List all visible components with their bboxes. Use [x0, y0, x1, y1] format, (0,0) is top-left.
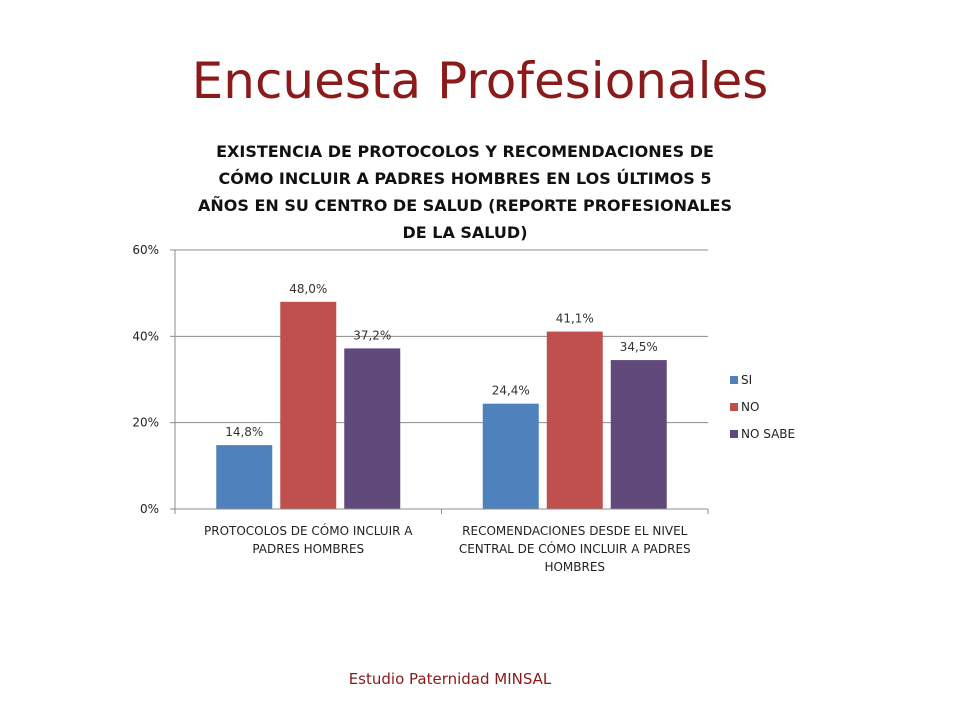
- legend-label: SI: [741, 373, 752, 387]
- footer-text: Estudio Paternidad MINSAL: [348, 670, 552, 688]
- axes: 0% 20% 40% 60% PROTOCOLOS DE CÓMO INCLUIR A P…: [132, 243, 709, 574]
- x-category-label: HOMBRES: [544, 560, 605, 574]
- x-category-label: CENTRAL DE CÓMO INCLUIR A PADRES: [459, 541, 691, 556]
- y-tick-label: 0%: [140, 502, 159, 516]
- data-labels: 14,8% 48,0% 37,2% 24,4% 41,1% 34,5%: [225, 282, 658, 439]
- x-category-label: PROTOCOLOS DE CÓMO INCLUIR A: [204, 523, 413, 538]
- bar-no-1: [280, 301, 337, 509]
- y-tick-label: 60%: [132, 243, 159, 257]
- chart-title: EXISTENCIA DE PROTOCOLOS Y RECOMENDACION…: [198, 142, 732, 242]
- legend-label: NO: [741, 400, 759, 414]
- data-label: 37,2%: [353, 328, 391, 342]
- bar-si-1: [216, 445, 273, 509]
- legend-label: NO SABE: [741, 427, 795, 441]
- data-label: 14,8%: [225, 425, 263, 439]
- bar-no-sabe-1: [344, 348, 401, 509]
- slide-title: Encuesta Profesionales: [191, 52, 769, 110]
- bars: [216, 301, 667, 509]
- data-label: 48,0%: [289, 282, 327, 296]
- x-category-label: RECOMENDACIONES DESDE EL NIVEL: [462, 524, 688, 538]
- y-tick-label: 40%: [132, 329, 159, 343]
- data-label: 34,5%: [620, 340, 658, 354]
- y-tick-label: 20%: [132, 416, 159, 430]
- legend-swatch: [730, 430, 738, 438]
- legend: SI NO NO SABE: [730, 373, 795, 441]
- legend-swatch: [730, 376, 738, 384]
- data-label: 24,4%: [492, 384, 530, 398]
- data-label: 41,1%: [556, 312, 594, 326]
- bar-no-2: [546, 331, 603, 509]
- bar-si-2: [482, 403, 539, 509]
- x-category-label: PADRES HOMBRES: [252, 542, 364, 556]
- legend-swatch: [730, 403, 738, 411]
- bar-no-sabe-2: [610, 360, 667, 509]
